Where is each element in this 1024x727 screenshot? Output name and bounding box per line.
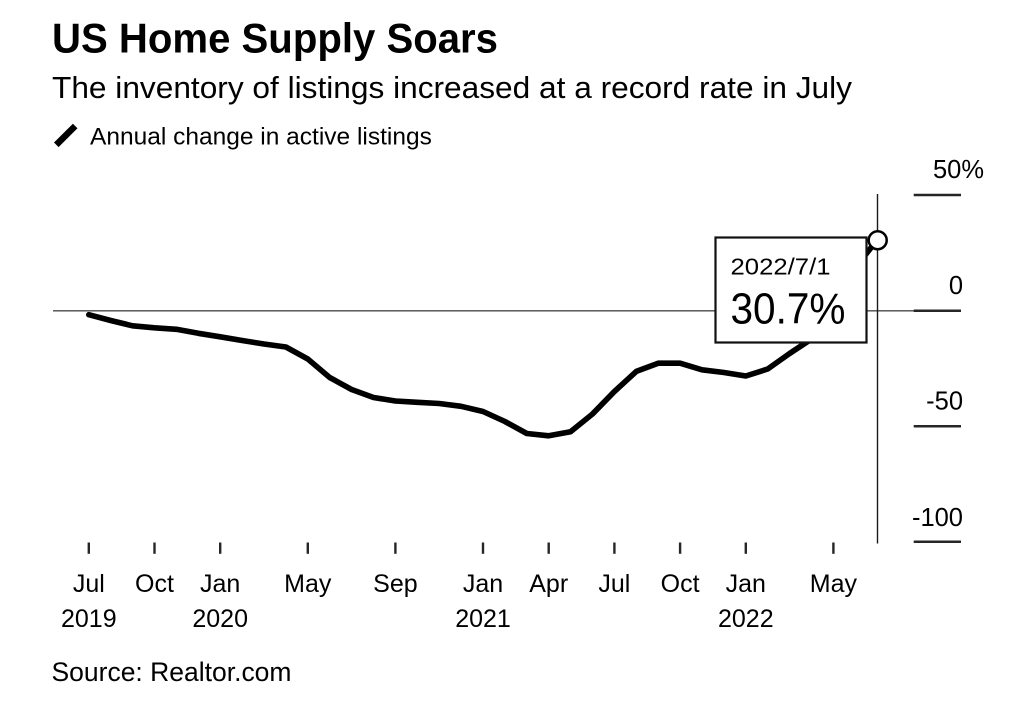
- svg-text:Source: Realtor.com: Source: Realtor.com: [52, 657, 292, 687]
- svg-text:Jan: Jan: [463, 570, 503, 598]
- svg-text:Jul: Jul: [73, 570, 105, 598]
- svg-text:50%: 50%: [933, 156, 984, 184]
- svg-text:2019: 2019: [61, 605, 117, 633]
- svg-text:Apr: Apr: [529, 570, 568, 598]
- svg-text:2022: 2022: [718, 605, 774, 633]
- svg-text:Oct: Oct: [661, 570, 700, 598]
- svg-text:Sep: Sep: [373, 570, 417, 598]
- svg-text:May: May: [284, 570, 332, 598]
- svg-text:2021: 2021: [455, 605, 511, 633]
- svg-text:Oct: Oct: [135, 570, 174, 598]
- svg-text:The inventory of listings incr: The inventory of listings increased at a…: [52, 71, 853, 105]
- svg-text:Jan: Jan: [726, 570, 766, 598]
- svg-text:-100: -100: [912, 504, 963, 532]
- svg-text:Jan: Jan: [200, 570, 240, 598]
- svg-text:US Home Supply Soars: US Home Supply Soars: [52, 14, 498, 61]
- svg-text:Annual change in active listin: Annual change in active listings: [90, 123, 432, 150]
- svg-text:May: May: [810, 570, 858, 598]
- svg-text:-50: -50: [926, 387, 963, 415]
- svg-text:30.7%: 30.7%: [731, 285, 846, 333]
- svg-text:Jul: Jul: [598, 570, 630, 598]
- svg-text:2022/7/1: 2022/7/1: [731, 254, 831, 280]
- svg-text:2020: 2020: [192, 605, 248, 633]
- svg-text:0: 0: [949, 272, 963, 300]
